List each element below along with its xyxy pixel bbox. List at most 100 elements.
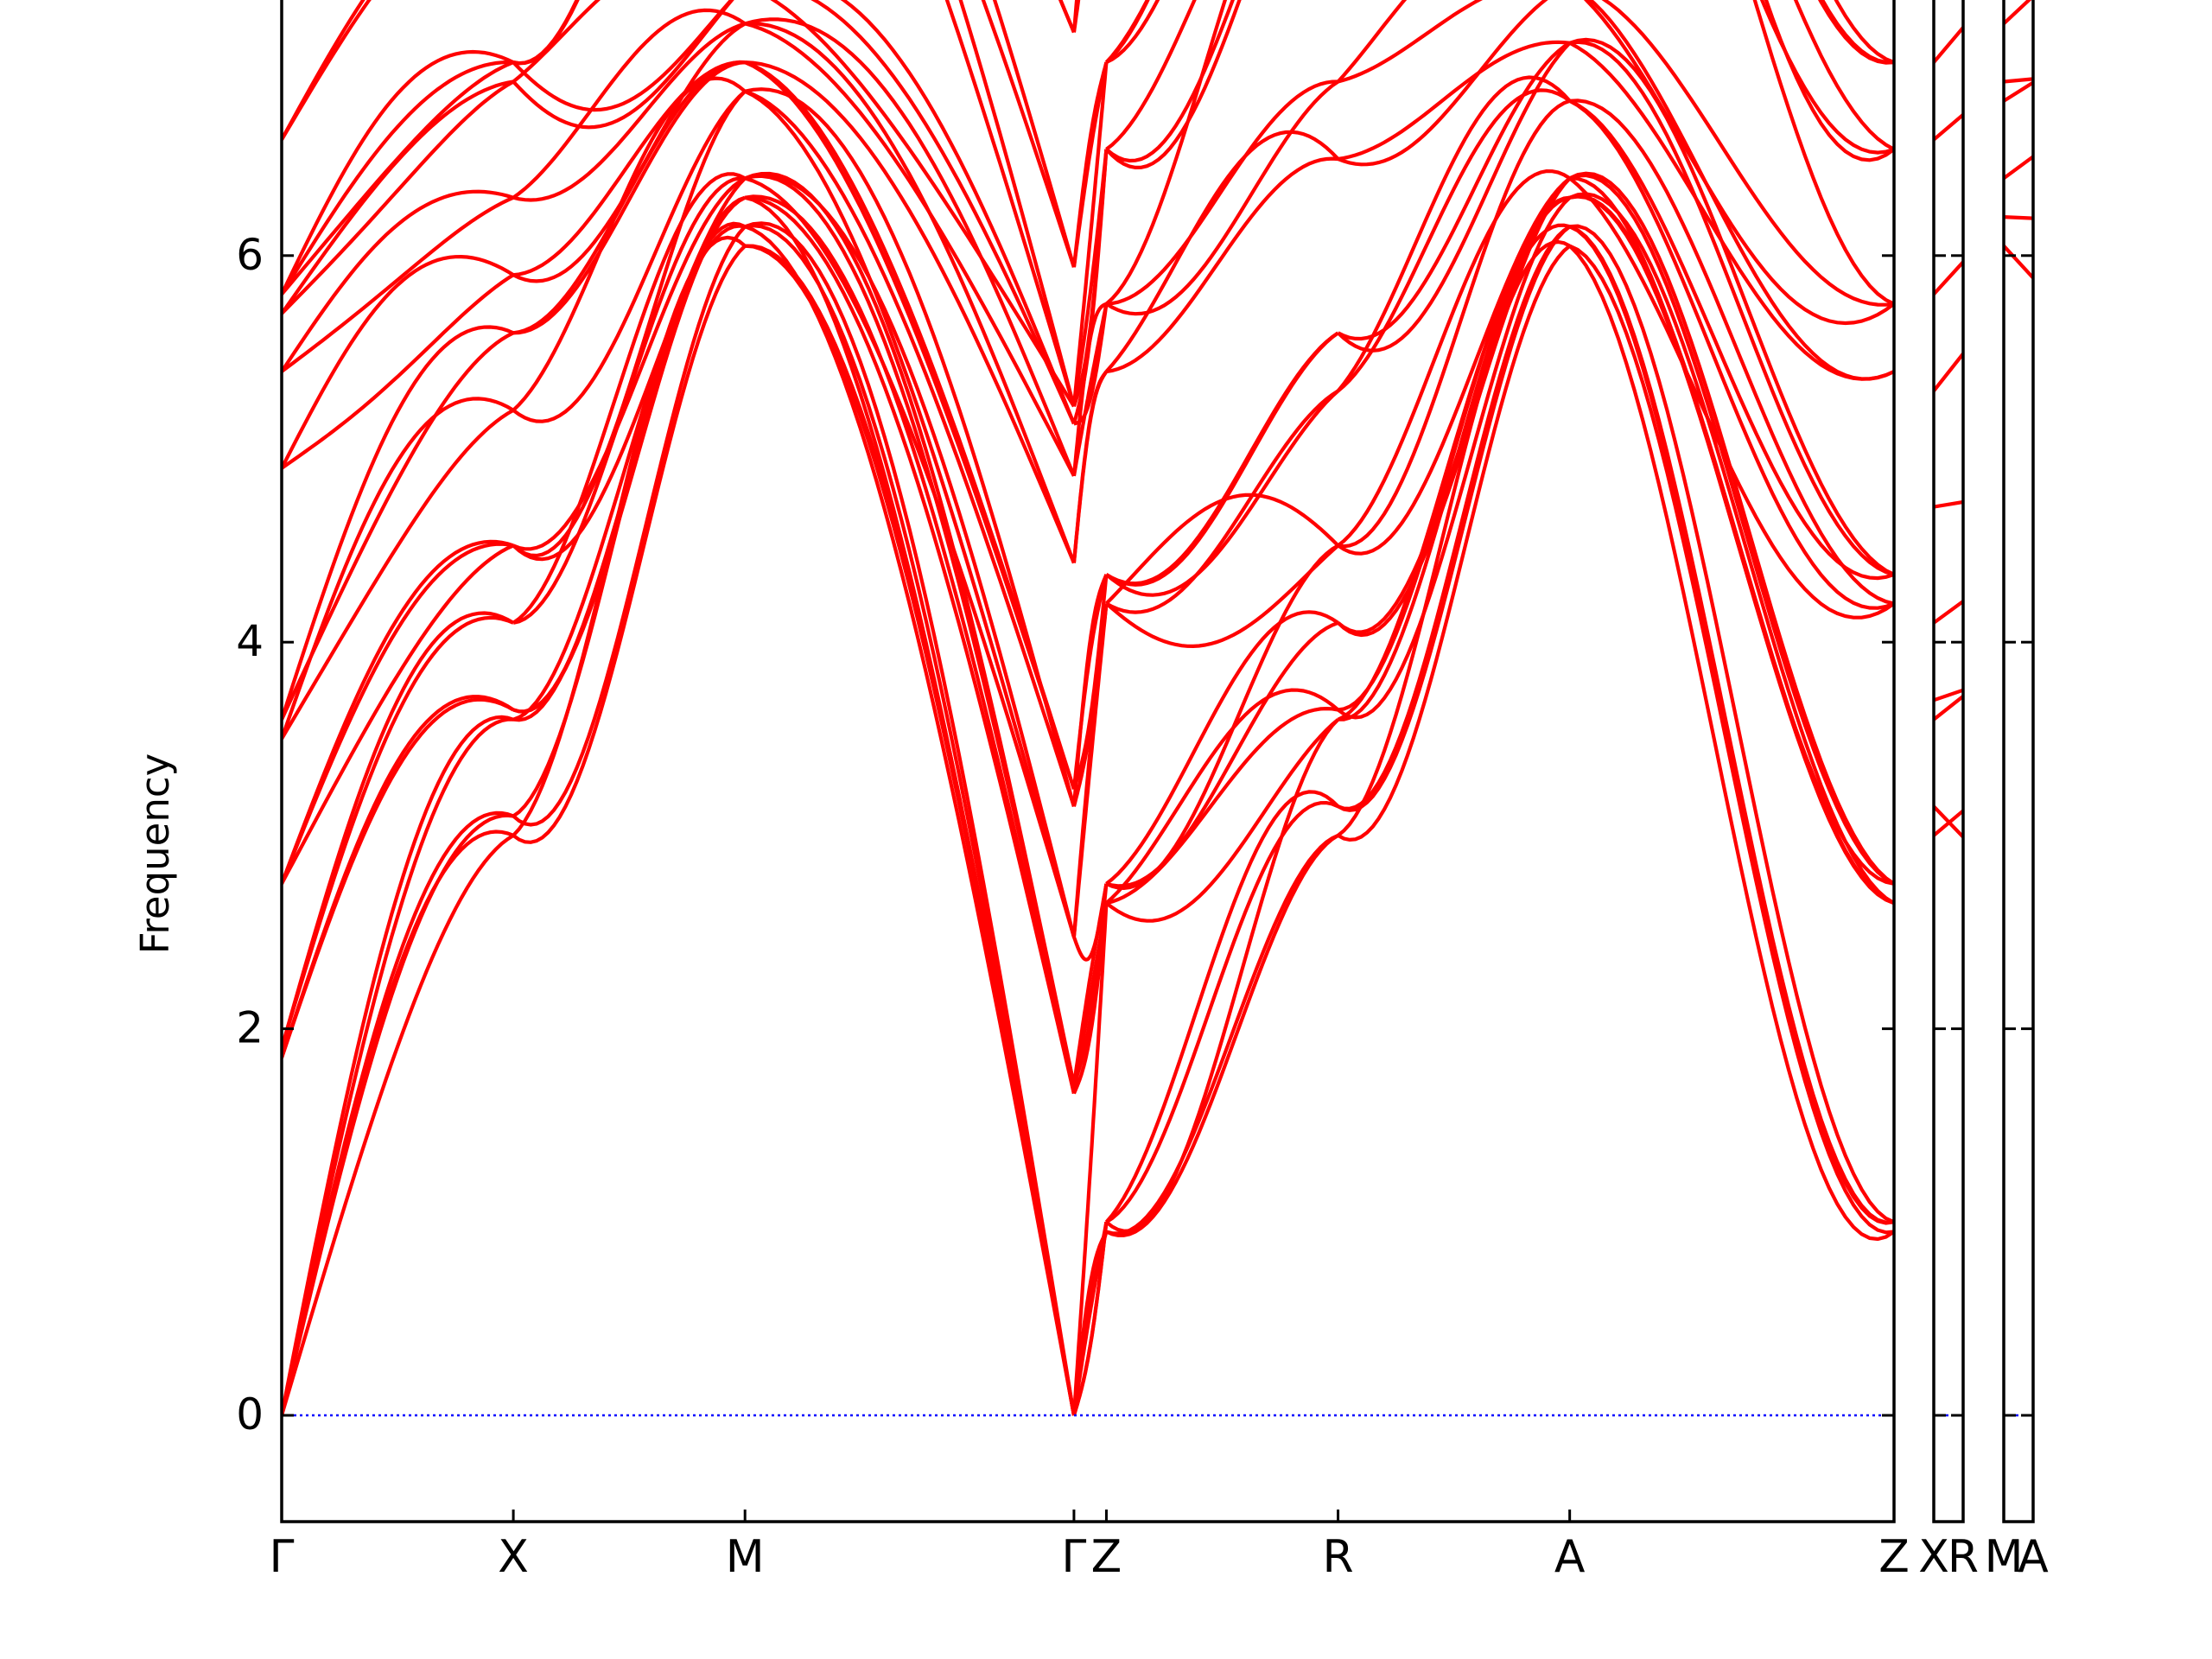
band-line-196 [1337,41,1572,353]
xtick-label-0-7: Z [1878,1531,1910,1583]
band-line-190 [1337,176,1572,556]
band-line-46 [512,176,747,551]
band-line-112 [1071,1222,1109,1416]
band-line-162 [1104,130,1340,373]
band-line-131 [1071,149,1109,407]
band-line-164 [1106,79,1338,306]
band-line-3 [282,813,514,1416]
side-band-line-2-5 [2004,0,2032,25]
side-band-line-2-1 [2004,215,2033,220]
band-line-156 [1105,543,1339,649]
xtick-label-2-0: M [1985,1531,2024,1583]
band-line-9 [282,611,515,1049]
band-line-2 [282,810,514,1416]
band-line-224 [1569,176,1894,886]
side-band-line-1-4 [1934,600,1963,625]
band-line-239 [1759,0,1894,155]
band-line-98 [992,0,1076,268]
band-line-241 [1817,0,1894,65]
side-band-line-1-9 [1934,26,1963,64]
band-line-217 [1568,245,1894,1242]
band-line-10 [282,539,514,885]
band-line-168 [1104,0,1242,170]
band-line-25 [282,60,514,296]
side-band-line-2-3 [2004,80,2033,103]
band-line-232 [1569,40,1894,576]
band-line-147 [1104,790,1340,1224]
band-line-77 [744,195,1076,1416]
band-line-225 [1569,173,1894,886]
band-line-198 [1337,0,1548,167]
band-line-123 [1071,574,1109,790]
band-line-55 [512,22,746,202]
ytick-label-4: 4 [236,616,264,666]
panel-frame-2 [2002,0,2035,1523]
band-line-148 [1105,718,1340,1233]
band-line-146 [1105,800,1339,1224]
band-line-1 [282,834,515,1416]
band-line-238 [1793,0,1894,151]
band-line-132 [1071,149,1109,407]
panel-frame-1 [1932,0,1965,1523]
band-line-57 [512,0,734,130]
band-line-193 [1337,88,1571,392]
band-line-93 [840,0,1076,425]
band-line-199 [1338,0,1484,84]
band-line-158 [1105,389,1340,597]
band-line-242 [1834,0,1894,65]
band-line-154 [1105,543,1339,891]
band-line-114 [1072,902,1109,1095]
band-line-74 [744,224,1076,1416]
band-line-19 [282,195,514,373]
xtick-label-0-3: Γ [1061,1531,1086,1583]
band-line-236 [1601,0,1894,307]
band-line-194 [1336,75,1572,392]
band-line-39 [512,225,747,827]
band-line-191 [1337,168,1571,548]
band-line-149 [1105,718,1339,923]
band-line-167 [1105,0,1235,163]
side-band-line-1-1 [1934,804,1963,839]
band-line-5 [282,717,514,1416]
band-line-230 [1568,99,1894,581]
band-line-47 [512,176,747,562]
band-line-16 [282,331,515,721]
band-line-90 [745,22,1076,564]
band-line-124 [1071,574,1109,790]
band-line-234 [1587,0,1894,381]
band-line-163 [1105,79,1339,316]
band-line-161 [1106,156,1338,374]
band-line-152 [1105,610,1339,886]
side-panel-bands-2 [2004,0,2033,280]
band-line-182 [1337,225,1571,810]
band-line-99 [981,0,1076,268]
band-line-95 [770,0,1076,408]
side-band-line-2-0 [2004,245,2033,280]
side-panel-bands-1 [1934,26,1963,839]
band-line-76 [744,221,1076,1416]
band-line-53 [512,60,746,277]
band-line-94 [810,0,1076,425]
band-line-235 [1583,0,1894,326]
band-line-157 [1105,389,1339,614]
xtick-label-0-6: A [1554,1531,1586,1583]
band-line-20 [282,189,514,373]
band-line-180 [1337,245,1572,842]
band-line-183 [1337,225,1572,812]
band-line-151 [1104,688,1339,905]
band-line-188 [1337,176,1572,638]
band-line-116 [1071,883,1109,1086]
band-line-91 [744,22,1076,477]
band-line-237 [1752,0,1894,306]
band-line-189 [1337,176,1572,634]
band-line-135 [1071,61,1109,268]
xtick-label-1-1: R [1948,1531,1979,1583]
side-band-line-1-8 [1934,113,1963,142]
band-line-6 [282,695,515,1058]
band-line-231 [1569,37,1894,576]
band-line-75 [744,225,1076,1416]
band-line-23 [282,49,514,296]
band-line-89 [745,60,1076,564]
band-line-240 [1764,0,1894,162]
